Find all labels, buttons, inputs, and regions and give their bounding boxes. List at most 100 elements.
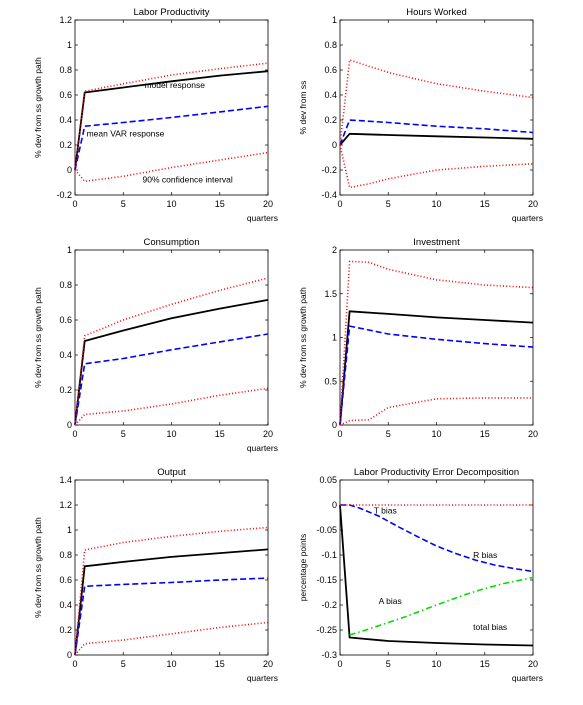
- x-tick-label: 5: [386, 659, 391, 669]
- y-tick-label: 0.8: [59, 550, 72, 560]
- y-tick-label: 0.2: [324, 115, 337, 125]
- y-tick-label: 0.5: [324, 376, 337, 386]
- plot-area: [74, 249, 269, 426]
- x-tick-label: 10: [166, 429, 176, 439]
- annotation-label: 90% confidence interval: [143, 175, 233, 185]
- x-tick-label: 20: [528, 659, 538, 669]
- plot-area: [339, 479, 534, 656]
- panel-2: 0 5 10 15 20 -0.4 -0.2 0 0.2 0.4 0.6 0.8 1 Hours Work…: [298, 7, 543, 223]
- panel-6: 0 5 10 15 20 -0.3 -0.25 -0.2 -0.15 -0.1 -0.05 0 0.05…: [298, 467, 543, 683]
- y-tick-label: 1.2: [59, 15, 72, 25]
- y-tick-label: 0.4: [324, 90, 337, 100]
- y-tick-label: -0.05: [316, 525, 337, 535]
- x-tick-label: 0: [72, 199, 77, 209]
- y-axis-label: % dev from ss growth path: [33, 287, 43, 388]
- series-line-ci-upper: [74, 62, 269, 171]
- y-tick-label: 1.5: [324, 289, 337, 299]
- series-line-model: [74, 548, 269, 656]
- x-tick-label: 15: [480, 199, 490, 209]
- y-tick-label: 0: [332, 420, 337, 430]
- panel-3: 0 5 10 15 20 0 0.2 0.4 0.6 0.8 1 Consumption quarter…: [33, 237, 278, 453]
- series-line-model: [74, 70, 269, 171]
- y-tick-label: -0.1: [321, 550, 337, 560]
- y-tick-label: -0.2: [56, 190, 72, 200]
- y-tick-label: 0: [67, 420, 72, 430]
- y-tick-label: -0.3: [321, 650, 337, 660]
- x-tick-label: 15: [215, 659, 225, 669]
- x-axis-label: quarters: [247, 443, 278, 453]
- y-tick-label: 0: [67, 650, 72, 660]
- x-axis-label: quarters: [512, 673, 543, 683]
- x-tick-label: 5: [386, 199, 391, 209]
- panel-5: 0 5 10 15 20 0 0.2 0.4 0.6 0.8 1 1.2 1.4 Output quarte…: [33, 467, 278, 683]
- y-tick-label: 1.2: [59, 500, 72, 510]
- x-tick-label: 15: [480, 659, 490, 669]
- x-tick-label: 10: [166, 659, 176, 669]
- x-axis-label: quarters: [247, 673, 278, 683]
- series-line-a-bias: [349, 576, 534, 636]
- y-axis-label: percentage points: [298, 534, 308, 602]
- series-line-ci-lower: [339, 397, 533, 426]
- y-tick-label: 0.6: [59, 575, 72, 585]
- y-tick-label: 1: [67, 245, 72, 255]
- annotation-label: model response: [144, 80, 205, 90]
- y-tick-label: 0.4: [59, 600, 72, 610]
- series-line-ci-lower: [339, 144, 534, 189]
- series-line-ci-lower: [74, 387, 269, 426]
- annotation-label: T bias: [374, 506, 397, 516]
- plot-area: [339, 249, 534, 426]
- x-tick-label: 20: [263, 659, 273, 669]
- series-line-ci-upper: [339, 260, 534, 426]
- chart-title: Hours Worked: [406, 7, 467, 18]
- y-tick-label: -0.15: [316, 575, 337, 585]
- x-tick-label: 10: [431, 199, 441, 209]
- y-tick-label: 1.4: [59, 475, 72, 485]
- y-tick-label: 0.6: [59, 315, 72, 325]
- x-tick-label: 20: [528, 429, 538, 439]
- y-axis-label: % dev from ss: [298, 81, 308, 135]
- y-tick-label: 1: [332, 333, 337, 343]
- series-line-ci-upper: [74, 526, 269, 656]
- plot-area: [339, 19, 534, 196]
- x-tick-label: 20: [528, 199, 538, 209]
- panel-4: 0 5 10 15 20 0 0.5 1 1.5 2 Investment % dev from ss…: [298, 237, 538, 439]
- y-tick-label: -0.2: [321, 165, 337, 175]
- plot-area: [74, 19, 269, 196]
- x-tick-label: 0: [72, 429, 77, 439]
- x-tick-label: 20: [263, 199, 273, 209]
- series-line-var: [74, 105, 269, 171]
- y-tick-label: 1: [67, 525, 72, 535]
- x-tick-label: 0: [337, 659, 342, 669]
- y-axis-label: % dev from ss growth path: [298, 287, 308, 388]
- x-tick-label: 20: [263, 429, 273, 439]
- y-axis-label: % dev from ss growth path: [33, 57, 43, 158]
- y-tick-label: -0.2: [321, 600, 337, 610]
- y-tick-label: -0.4: [321, 190, 337, 200]
- series-line-model: [339, 310, 534, 426]
- y-tick-label: 0: [332, 500, 337, 510]
- y-tick-label: 1: [332, 15, 337, 25]
- y-tick-label: 0.2: [59, 140, 72, 150]
- x-tick-label: 5: [121, 659, 126, 669]
- y-tick-label: -0.25: [316, 625, 337, 635]
- annotation-label: R bias: [473, 550, 497, 560]
- y-tick-label: 0.8: [324, 40, 337, 50]
- annotation-label: total bias: [473, 622, 507, 632]
- series-line-var: [339, 119, 534, 146]
- x-tick-label: 0: [337, 429, 342, 439]
- chart-title: Investment: [413, 237, 460, 248]
- y-tick-label: 0.6: [59, 90, 72, 100]
- y-tick-label: 0.4: [59, 115, 72, 125]
- chart-title: Consumption: [144, 237, 200, 248]
- x-axis-label: quarters: [512, 213, 543, 223]
- y-tick-label: 0.4: [59, 350, 72, 360]
- x-tick-label: 10: [431, 659, 441, 669]
- series-line-ci-upper: [339, 59, 534, 146]
- x-tick-label: 0: [337, 199, 342, 209]
- x-tick-label: 15: [215, 429, 225, 439]
- y-tick-label: 0.2: [59, 385, 72, 395]
- annotation-label: A bias: [379, 596, 402, 606]
- x-tick-label: 10: [431, 429, 441, 439]
